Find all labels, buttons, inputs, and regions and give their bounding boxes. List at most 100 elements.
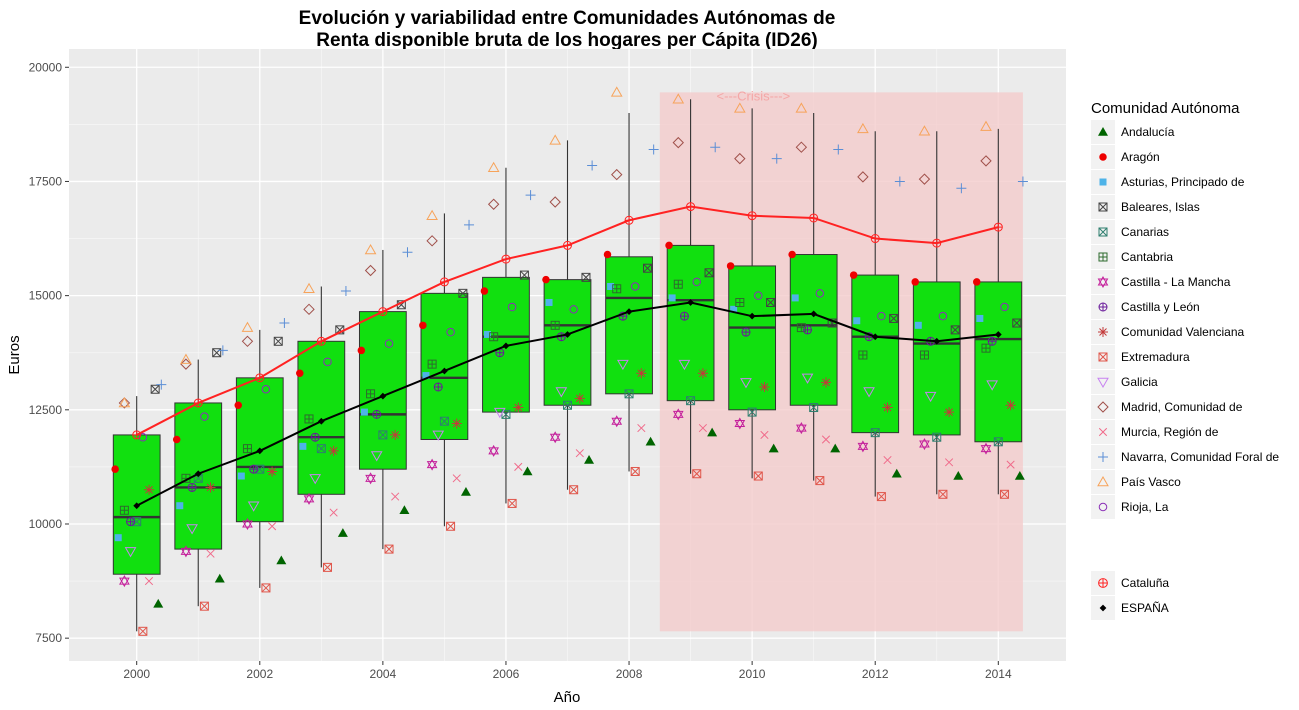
legend-marker: [1098, 452, 1108, 462]
marker-plus: [809, 213, 818, 222]
data-point: [863, 387, 875, 398]
marker-x: [575, 449, 584, 458]
data-point: [241, 321, 254, 332]
legend-marker: [1098, 202, 1108, 212]
line-point: [194, 470, 202, 478]
data-point: [261, 385, 271, 394]
legend-item: Baleares, Islas: [1091, 195, 1200, 219]
marker-dot: [111, 465, 119, 473]
data-point: [956, 183, 967, 194]
marker-plus: [255, 373, 264, 382]
data-point: [242, 517, 253, 531]
marker-square-outline: [446, 521, 456, 531]
data-point: [980, 120, 992, 131]
data-point: [360, 408, 368, 416]
data-point: [795, 141, 808, 153]
marker-square-cross: [1098, 227, 1108, 237]
marker-square-outline: [938, 489, 948, 499]
marker-star-down: [426, 461, 438, 471]
marker-circle: [630, 282, 640, 291]
data-point: [953, 471, 964, 480]
marker-square-plus: [243, 444, 252, 453]
marker-plus: [741, 328, 750, 337]
data-point: [542, 275, 550, 284]
marker-dot: [357, 346, 366, 355]
data-point: [329, 508, 338, 517]
data-point: [489, 332, 499, 342]
data-point: [734, 417, 746, 430]
marker-star-down: [919, 440, 930, 451]
data-point: [114, 534, 122, 542]
marker-square-outline: [950, 325, 960, 335]
marker-square-outline: [766, 297, 776, 307]
data-point: [735, 297, 745, 307]
marker-diamond-open: [180, 358, 192, 370]
data-point: [340, 286, 351, 297]
marker-square-plus: [551, 321, 560, 330]
y-tick-label: 7500: [35, 631, 62, 645]
marker-diamond: [133, 502, 141, 510]
x-tick-label: 2004: [370, 667, 397, 681]
marker-plus: [1099, 303, 1107, 311]
marker-triangle: [707, 427, 718, 437]
data-point: [857, 440, 869, 453]
data-point: [180, 545, 192, 558]
legend-item: Castilla - La Mancha: [1091, 270, 1231, 294]
data-point: [791, 294, 799, 302]
marker-square: [730, 305, 738, 313]
marker-diamond: [502, 342, 510, 350]
marker-square-cross: [1012, 318, 1022, 328]
data-point: [549, 134, 562, 145]
legend-marker: [1098, 427, 1108, 437]
data-point: [187, 482, 197, 492]
marker-star-down: [303, 495, 315, 505]
marker-dot: [911, 278, 919, 286]
legend-label: Aragón: [1121, 150, 1160, 164]
line-point: [317, 417, 325, 425]
data-point: [1012, 318, 1022, 328]
marker-square-plus: [612, 284, 621, 293]
data-point: [788, 250, 796, 259]
marker-square-outline: [138, 626, 148, 636]
marker-square-outline: [212, 348, 222, 358]
marker-asterisk: [451, 418, 462, 429]
line-point: [870, 234, 880, 244]
marker-diamond: [379, 392, 387, 400]
data-point: [698, 423, 707, 433]
marker-diamond: [933, 337, 941, 345]
marker-square-cross: [378, 430, 388, 440]
marker-x: [206, 549, 215, 558]
data-point: [672, 93, 685, 104]
data-point: [296, 369, 304, 378]
data-point: [370, 451, 383, 462]
line-point: [256, 447, 264, 455]
marker-diamond: [564, 331, 571, 338]
legend-label: Murcia, Región de: [1121, 425, 1219, 439]
line-point: [255, 373, 265, 383]
data-point: [267, 466, 278, 477]
marker-star-up: [303, 492, 315, 503]
marker-square-cross: [993, 437, 1003, 447]
data-point: [612, 284, 622, 294]
legend-label: Rioja, La: [1121, 500, 1169, 514]
series-galicia: [124, 359, 999, 558]
data-point: [796, 422, 807, 435]
marker-plus: [217, 345, 228, 356]
marker-x: [1006, 460, 1015, 469]
marker-plus: [686, 202, 695, 211]
marker-square-outline: [150, 384, 160, 394]
legend-item: ESPAÑA: [1091, 596, 1169, 620]
line-point: [932, 238, 942, 248]
line-point: [810, 310, 818, 318]
data-point: [973, 278, 981, 286]
legend-marker: [1098, 302, 1108, 312]
marker-plus: [340, 286, 351, 297]
legend-label: Navarra, Comunidad Foral de: [1121, 450, 1279, 464]
marker-square-cross: [458, 288, 468, 298]
marker-diamond: [194, 470, 202, 478]
marker-plus: [803, 325, 812, 334]
line-point: [439, 277, 449, 287]
marker-plus: [894, 176, 905, 187]
marker-asterisk: [267, 466, 278, 477]
marker-square-cross: [686, 396, 695, 406]
